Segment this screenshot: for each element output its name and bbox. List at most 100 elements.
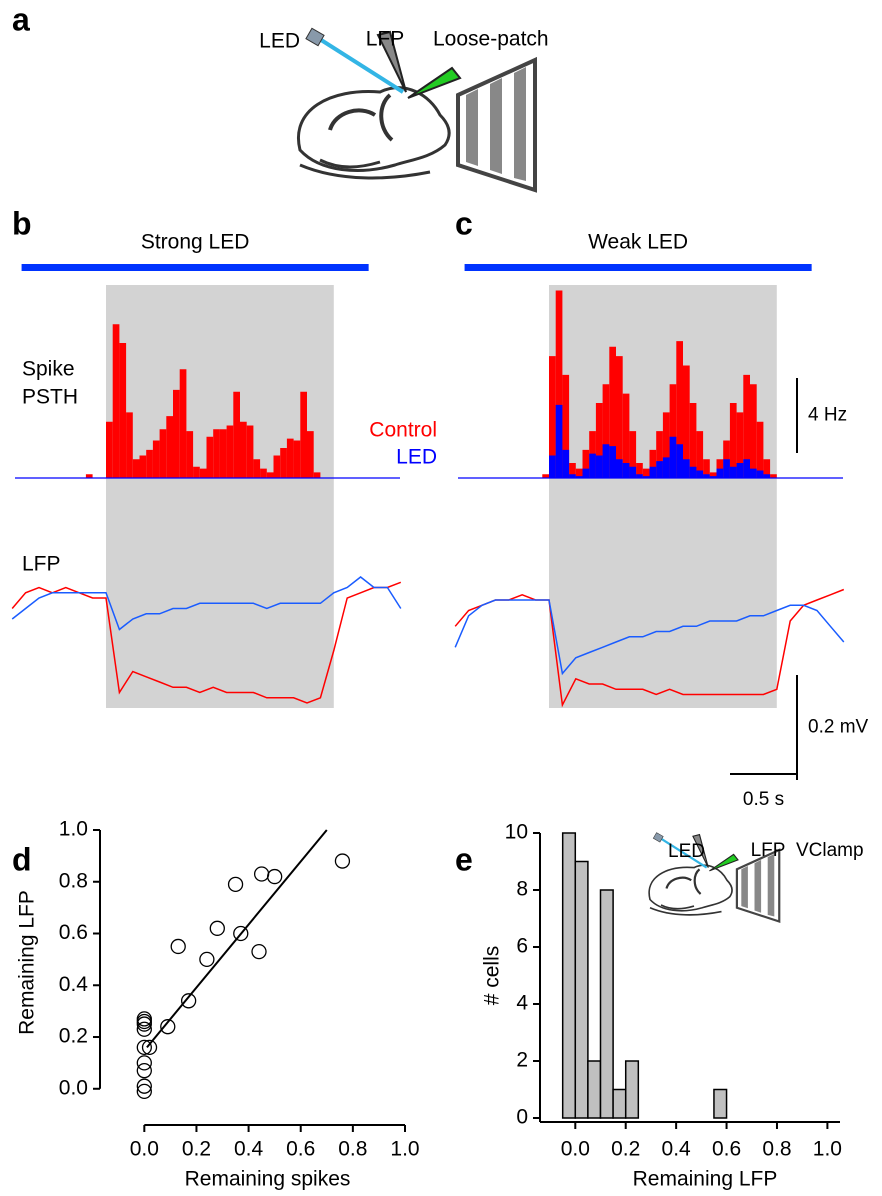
psth-bar (709, 472, 717, 478)
scatter-point (136, 1011, 152, 1027)
scatter-point (136, 1078, 152, 1094)
scatter-point (136, 1021, 152, 1037)
psth-bar (622, 393, 630, 478)
psth-bar (656, 431, 663, 478)
psth-label: PSTH (22, 386, 78, 409)
psth-bar (126, 412, 133, 478)
psth-bar (642, 476, 650, 478)
y-tick-label: 1.0 (59, 818, 88, 841)
psth-bar (729, 466, 737, 478)
psth-bar (246, 425, 254, 478)
psth-bar (219, 429, 227, 478)
y-tick-label: 2 (516, 1049, 528, 1072)
psth-bar (562, 374, 570, 478)
panel-letter: d (12, 841, 32, 877)
psth-bar (636, 463, 643, 478)
scatter-point (141, 1039, 158, 1056)
x-tick-label: 1.0 (813, 1138, 842, 1161)
psth-bar (226, 425, 234, 478)
psth-bar (575, 476, 583, 478)
lfp-trace (454, 588, 845, 708)
scatter-point (251, 943, 267, 960)
psth-bar (743, 374, 750, 478)
psth-bar (300, 391, 307, 478)
x-tick-label: 0.0 (130, 1138, 159, 1161)
psth-bar (676, 444, 683, 478)
psth-bar (85, 474, 93, 478)
schematic-label: Loose-patch (433, 28, 549, 51)
x-tick-label: 0.6 (712, 1138, 741, 1161)
psth-label: Spike (22, 358, 75, 381)
panel-letter: c (455, 205, 473, 241)
psth-bar (763, 459, 771, 478)
lfp-trace (454, 599, 845, 676)
x-tick-label: 0.8 (338, 1138, 367, 1161)
psth-bar (146, 449, 153, 478)
psth-bar (549, 356, 556, 478)
psth-bar (756, 421, 764, 478)
psth-bar (609, 346, 616, 478)
psth-bar (112, 324, 120, 478)
y-tick-label: 10 (505, 821, 528, 844)
stimulus-window (106, 285, 334, 708)
psth-bar (676, 341, 683, 478)
x-axis-label: Remaining LFP (633, 1168, 778, 1191)
psth-bar (569, 463, 576, 478)
psth-bar (716, 468, 724, 478)
psth-bar (595, 403, 603, 478)
scatter-point (180, 993, 197, 1009)
y-tick-label: 0.0 (59, 1076, 88, 1099)
psth-bar (213, 429, 220, 478)
legend-entry: LED (396, 446, 437, 469)
psth-bar (709, 476, 717, 478)
scatter-point (136, 1039, 152, 1056)
psth-bar (616, 356, 623, 478)
hist-bar (713, 1088, 728, 1119)
hist-bar (561, 832, 577, 1119)
scatter-point (334, 853, 351, 869)
psth-bar (609, 446, 616, 478)
psth-bar (669, 436, 677, 478)
psth-bar (273, 455, 281, 478)
y-tick-label: 0 (516, 1106, 528, 1129)
psth-bar (683, 365, 690, 478)
x-tick-label: 0.4 (662, 1138, 692, 1161)
psth-bar (575, 468, 583, 478)
psth-bar (689, 466, 697, 478)
psth-bar (589, 453, 596, 478)
scatter-point (199, 951, 215, 968)
psth-bar (569, 474, 576, 478)
scatter-point (227, 876, 244, 892)
psth-bar (280, 448, 287, 478)
psth-bar (582, 468, 590, 478)
panel-letter: b (12, 205, 32, 241)
scatter-point (136, 1083, 152, 1100)
psth-bar (266, 472, 274, 478)
y-tick-label: 4 (516, 992, 528, 1015)
hist-bar (587, 1060, 602, 1119)
schematic-label: LED (668, 841, 705, 862)
scale-label: 0.5 s (743, 789, 784, 810)
lfp-label: LFP (22, 553, 61, 576)
x-tick-label: 0.4 (234, 1138, 264, 1161)
psth-bar (186, 431, 194, 478)
lfp-trace (11, 576, 402, 631)
psth-bar (629, 466, 637, 478)
legend-entry: Control (369, 419, 437, 442)
psth-bar (696, 470, 704, 478)
psth-bar (629, 431, 637, 478)
psth-bar (649, 449, 657, 478)
psth-bar (696, 431, 704, 478)
scale-label: 4 Hz (808, 405, 847, 426)
hist-bar (599, 889, 614, 1119)
psth-bar (649, 466, 657, 478)
hist-bar (612, 1088, 627, 1119)
panel-title: Weak LED (588, 231, 688, 254)
y-axis-label: Remaining LFP (16, 890, 39, 1035)
y-tick-label: 0.4 (59, 973, 89, 996)
scatter-point (267, 868, 283, 885)
hist-bar (574, 860, 589, 1119)
psth-bar (166, 416, 173, 478)
psth-bar (763, 474, 771, 478)
